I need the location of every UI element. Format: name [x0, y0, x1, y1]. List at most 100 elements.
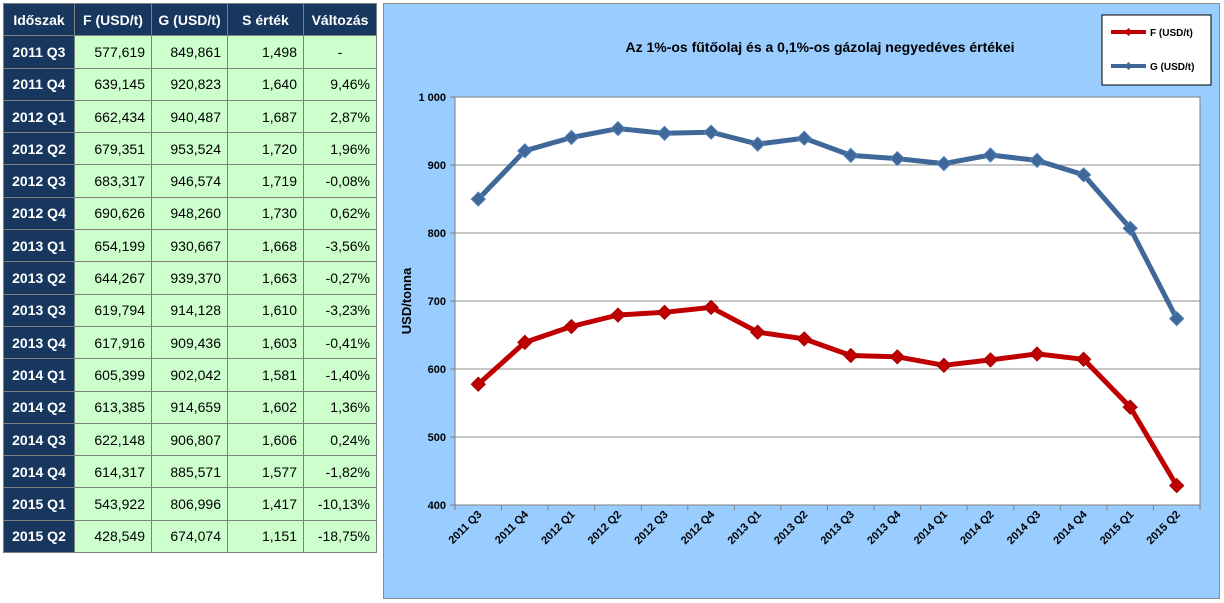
table-cell: 654,199 [74, 229, 152, 263]
data-point [610, 307, 626, 323]
data-point [703, 299, 719, 316]
table-cell: 0,62% [303, 196, 377, 231]
x-tick-label: 2013 Q4 [865, 508, 904, 547]
table-cell: 1,730 [227, 196, 304, 231]
x-tick-label: 2013 Q3 [819, 509, 857, 547]
table-cell: 914,128 [151, 293, 228, 327]
y-tick-label: 400 [428, 500, 446, 512]
table-cell: 1,417 [227, 487, 304, 521]
period-cell: 2014 Q4 [3, 455, 75, 489]
x-tick-label: 2013 Q2 [772, 509, 810, 547]
y-tick-label: 1 000 [418, 92, 446, 104]
data-point [936, 155, 952, 172]
table-cell: -1,40% [303, 358, 377, 392]
x-tick-label: 2015 Q1 [1098, 509, 1136, 547]
column-header: Időszak [3, 2, 75, 37]
x-tick-label: 2014 Q2 [958, 509, 996, 547]
table-cell: 619,794 [74, 293, 152, 327]
y-tick-label: 500 [428, 432, 446, 444]
column-header: Változás [303, 2, 377, 37]
table-cell: 428,549 [74, 519, 152, 554]
data-point [936, 357, 952, 374]
period-cell: 2013 Q4 [3, 325, 75, 360]
table-cell: 1,663 [227, 261, 304, 295]
x-tick-label: 2015 Q2 [1145, 509, 1183, 547]
table-row: 2011 Q3 577,619 849,861 1,498- [3, 35, 377, 69]
table-cell: 613,385 [74, 390, 152, 424]
data-point [656, 304, 673, 321]
data-point [796, 331, 812, 347]
data-point [749, 324, 766, 340]
table-row: 2014 Q4 614,317 885,571 1,577 -1,82% [3, 455, 377, 489]
period-cell: 2012 Q2 [3, 132, 75, 166]
x-tick-label: 2012 Q2 [586, 509, 624, 547]
period-cell: 2015 Q1 [3, 487, 75, 521]
table-cell: 920,823 [151, 67, 228, 101]
table-cell: 577,619 [74, 35, 152, 69]
table-row: 2014 Q1 605,399 902,042 1,581 -1,40% [3, 358, 377, 392]
table-cell: 683,317 [74, 164, 152, 198]
data-point [470, 376, 486, 392]
table-row: 2011 Q4 639,145 920,823 1,640 9,46% [3, 67, 377, 101]
period-cell: 2011 Q3 [3, 35, 75, 69]
x-tick-label: 2014 Q3 [1005, 509, 1043, 547]
table-cell: 1,606 [227, 422, 304, 457]
data-point [1169, 310, 1185, 327]
period-cell: 2012 Q1 [3, 99, 75, 134]
column-header: G (USD/t) [151, 2, 228, 37]
table-row: 2013 Q3 619,794 914,128 1,610 -3,23% [3, 293, 377, 327]
period-cell: 2013 Q3 [3, 293, 75, 327]
table-cell: 2,87% [303, 99, 377, 134]
period-cell: 2011 Q4 [3, 67, 75, 101]
table-row: 2013 Q1 654,199 930,667 1,668 -3,56% [3, 229, 377, 263]
table-cell: 885,571 [151, 455, 228, 489]
table-cell: 909,436 [151, 325, 228, 360]
table-cell: 617,916 [74, 325, 152, 360]
table-cell: 939,370 [151, 261, 228, 295]
y-tick-label: 600 [428, 364, 446, 376]
series-line-0 [476, 304, 1179, 487]
table-row: 2014 Q3 622,148 906,807 1,606 0,24% [3, 422, 377, 457]
table-cell: 639,145 [74, 67, 152, 101]
table-cell: 1,581 [227, 358, 304, 392]
period-cell: 2012 Q3 [3, 164, 75, 198]
table-cell: -0,27% [303, 261, 377, 295]
data-point [749, 136, 766, 152]
table-cell: 946,574 [151, 164, 228, 198]
x-tick-label: 2012 Q3 [632, 509, 670, 547]
table-cell: 1,640 [227, 67, 304, 101]
table-row: 2013 Q2 644,267 939,370 1,663 -0,27% [3, 261, 377, 295]
x-tick-label: 2012 Q4 [679, 508, 718, 547]
table-cell: 948,260 [151, 196, 228, 231]
table-row: 2012 Q1 662,434 940,487 1,687 2,87% [3, 99, 377, 134]
table-cell: 1,610 [227, 293, 304, 327]
period-cell: 2013 Q1 [3, 229, 75, 263]
table-cell: 953,524 [151, 132, 228, 166]
table-cell: 1,687 [227, 99, 304, 134]
table-row: 2014 Q2 613,385 914,659 1,602 1,36% [3, 390, 377, 424]
table-cell: -0,08% [303, 164, 377, 198]
table-cell: 662,434 [74, 99, 152, 134]
data-point [843, 347, 859, 364]
data-point [610, 120, 626, 137]
table-cell: 914,659 [151, 390, 228, 424]
data-point [563, 129, 580, 146]
legend-entry: F (USD/t) [1150, 28, 1193, 39]
x-tick-label: 2013 Q1 [725, 509, 763, 547]
y-tick-label: 700 [428, 296, 446, 308]
data-point [563, 318, 580, 335]
data-point [656, 125, 673, 142]
y-tick-label: 800 [428, 228, 446, 240]
x-tick-label: 2014 Q4 [1051, 508, 1090, 547]
data-point [1122, 220, 1138, 236]
data-point [982, 352, 999, 368]
table-cell: 1,602 [227, 390, 304, 424]
table-cell: 849,861 [151, 35, 228, 69]
legend-box [1101, 14, 1212, 86]
period-cell: 2014 Q1 [3, 358, 75, 392]
x-tick-label: 2012 Q1 [539, 509, 577, 547]
table-row: 2012 Q2 679,351 953,524 1,720 1,96% [3, 132, 377, 166]
table-cell: 902,042 [151, 358, 228, 392]
data-point [1075, 351, 1092, 367]
table-cell: 1,720 [227, 132, 304, 166]
